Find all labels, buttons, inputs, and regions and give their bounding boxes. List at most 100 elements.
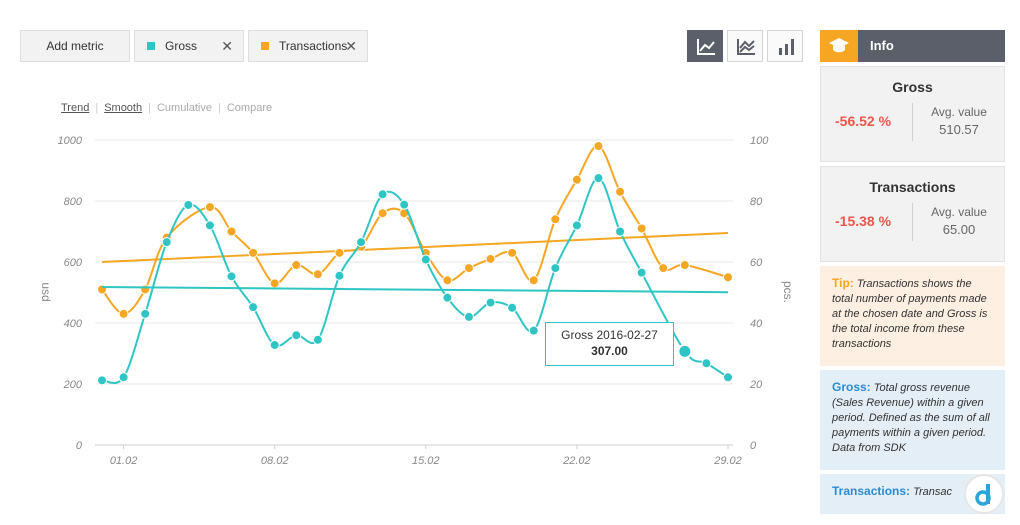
highlighted-data-point xyxy=(677,343,693,359)
app-logo xyxy=(964,474,1004,514)
stat-change: -56.52 % xyxy=(835,113,892,129)
y2-tick-label: 0 xyxy=(750,440,757,452)
transactions-note-text: Transac xyxy=(913,486,953,498)
gross-data-point xyxy=(161,237,172,248)
graduation-cap-icon xyxy=(829,38,849,53)
line-chart-button[interactable] xyxy=(687,30,723,62)
gross-data-point xyxy=(183,199,194,210)
gross-data-point xyxy=(226,271,237,282)
y2-tick-label: 100 xyxy=(750,135,769,147)
transactions-data-point xyxy=(463,263,474,274)
gross-data-point xyxy=(636,267,647,278)
transactions-data-point xyxy=(571,174,582,185)
gross-note-label: Gross: xyxy=(832,380,871,394)
x-tick-label: 15.02 xyxy=(412,455,440,467)
x-tick-label: 01.02 xyxy=(110,455,138,467)
stat-title: Gross xyxy=(892,79,933,95)
gross-data-point xyxy=(204,220,215,231)
gross-data-point xyxy=(420,254,431,265)
transactions-data-point xyxy=(615,186,626,197)
gross-data-point xyxy=(442,292,453,303)
area-chart-icon xyxy=(737,39,755,55)
gross-data-point xyxy=(97,375,107,386)
gross-data-point xyxy=(269,339,280,350)
transactions-data-point xyxy=(248,247,259,258)
gross-data-point xyxy=(615,226,626,237)
y-axis-title: usd xyxy=(39,282,53,301)
divider xyxy=(912,203,913,241)
chart-mode-links: Trend | Smooth | Cumulative | Compare xyxy=(61,102,273,114)
stat-avg-label: Avg. value xyxy=(931,205,987,219)
tip-text: Transactions shows the total number of p… xyxy=(832,278,988,350)
y2-tick-label: 60 xyxy=(750,257,763,269)
y2-axis-title: pcs. xyxy=(781,281,795,303)
x-tick-label: 08.02 xyxy=(261,455,289,467)
y-tick-label: 600 xyxy=(64,257,83,269)
tip-label: Tip: xyxy=(832,276,854,290)
transactions-data-point xyxy=(291,260,302,271)
info-panel-header[interactable]: Info xyxy=(820,30,1005,62)
info-icon-box xyxy=(820,30,858,62)
gross-data-point xyxy=(118,372,129,383)
transactions-data-point xyxy=(118,308,129,319)
y2-tick-label: 80 xyxy=(750,196,763,208)
gross-data-point xyxy=(291,330,302,341)
transactions-data-point xyxy=(507,247,518,258)
gross-data-point xyxy=(485,297,496,308)
mode-cumulative-link[interactable]: Cumulative xyxy=(156,102,212,114)
transactions-data-point xyxy=(528,275,539,286)
gross-data-point xyxy=(463,311,474,322)
mode-compare-link[interactable]: Compare xyxy=(226,102,273,114)
metric-chip-label: Transactions xyxy=(279,39,348,53)
transactions-data-point xyxy=(269,278,280,289)
gross-stat-card: Gross -56.52 % Avg. value 510.57 xyxy=(820,66,1005,162)
mode-trend-link[interactable]: Trend xyxy=(61,102,90,114)
transactions-data-point xyxy=(377,208,388,219)
transactions-data-point xyxy=(723,272,733,283)
transactions-data-point xyxy=(679,260,690,271)
bar-chart-button[interactable] xyxy=(767,30,803,62)
gross-note-text: Total gross revenue (Sales Revenue) with… xyxy=(832,382,990,454)
stat-title: Transactions xyxy=(869,179,956,195)
gross-data-point xyxy=(528,325,539,336)
close-icon[interactable]: ✕ xyxy=(221,38,233,54)
transactions-data-point xyxy=(226,226,237,237)
metric-chip-transactions[interactable]: Transactions ✕ xyxy=(248,30,368,62)
stat-avg-label: Avg. value xyxy=(931,105,987,119)
tooltip-label: Gross 2016-02-27 xyxy=(561,328,658,342)
gross-data-point xyxy=(593,173,604,184)
mode-smooth-link[interactable]: Smooth xyxy=(104,102,143,114)
bar-chart-icon xyxy=(779,39,794,55)
metric-chip-gross[interactable]: Gross ✕ xyxy=(134,30,244,62)
y2-tick-label: 40 xyxy=(750,318,763,330)
stat-avg-value: 65.00 xyxy=(942,222,976,237)
gross-color-swatch xyxy=(147,42,155,50)
gross-data-point xyxy=(140,308,151,319)
app-logo-icon xyxy=(975,484,991,506)
gross-data-point xyxy=(701,358,712,369)
y-tick-label: 1000 xyxy=(58,135,83,147)
transactions-data-point xyxy=(593,141,604,152)
gross-data-point xyxy=(723,372,733,383)
gross-data-point xyxy=(312,334,323,345)
close-icon[interactable]: ✕ xyxy=(345,38,357,54)
area-chart-button[interactable] xyxy=(727,30,763,62)
transactions-data-point xyxy=(140,284,151,295)
gross-data-point xyxy=(334,270,345,281)
x-tick-label: 22.02 xyxy=(562,455,591,467)
transactions-data-point xyxy=(636,223,647,234)
y-tick-label: 800 xyxy=(64,196,83,208)
gross-data-point xyxy=(399,199,410,210)
info-title: Info xyxy=(870,38,894,53)
stat-change: -15.38 % xyxy=(835,213,892,229)
gross-data-point xyxy=(507,302,518,313)
transactions-stat-card: Transactions -15.38 % Avg. value 65.00 xyxy=(820,166,1005,262)
x-tick-label: 29.02 xyxy=(713,455,742,467)
transactions-data-point xyxy=(442,275,453,286)
line-chart-icon xyxy=(697,39,715,55)
y2-tick-label: 20 xyxy=(749,379,763,391)
gross-data-point xyxy=(377,189,388,200)
transactions-data-point xyxy=(204,202,215,213)
add-metric-button[interactable]: Add metric xyxy=(20,30,130,62)
tooltip-value: 307.00 xyxy=(591,344,628,358)
